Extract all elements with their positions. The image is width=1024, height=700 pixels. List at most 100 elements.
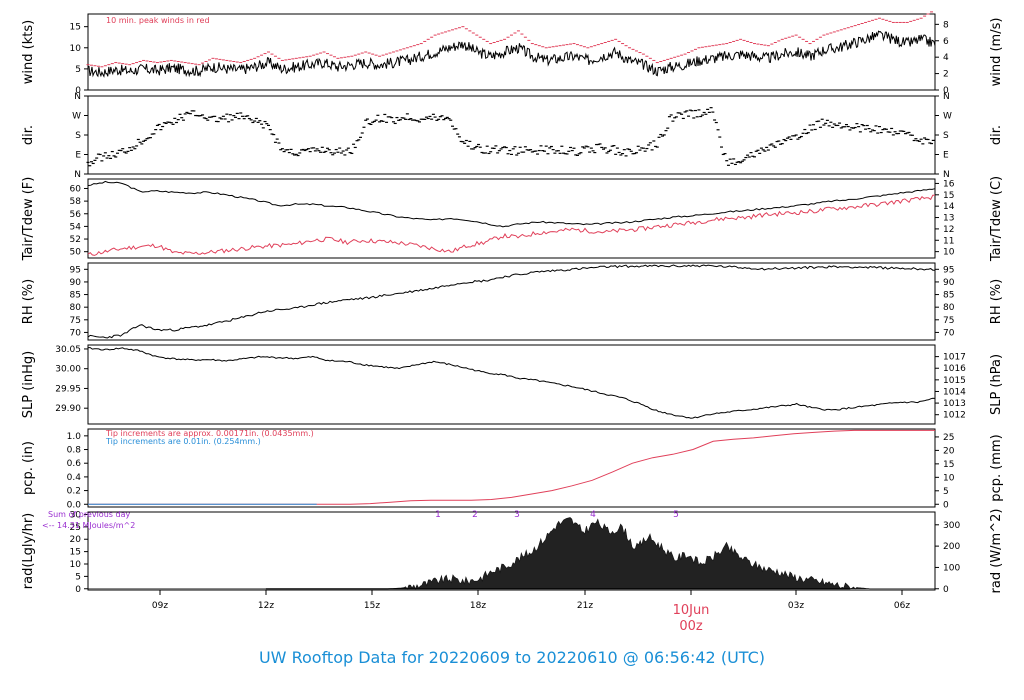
right-tick-label: 85 xyxy=(943,291,954,301)
right-tick-label: 1014 xyxy=(943,387,966,397)
x-tick-label: 06z xyxy=(894,601,910,611)
y-axis-label-left: rad(Lgly/hr) xyxy=(21,513,36,589)
y-axis-label-left: wind (kts) xyxy=(21,20,36,84)
right-tick-label: S xyxy=(943,131,949,141)
slp-line xyxy=(88,347,936,419)
left-tick-label: 1.0 xyxy=(67,432,82,442)
left-tick-label: 0.0 xyxy=(67,500,82,510)
right-tick-label: 1015 xyxy=(943,376,966,386)
right-tick-label: 5 xyxy=(943,487,949,497)
right-tick-label: 70 xyxy=(943,328,955,338)
right-tick-label: 14 xyxy=(943,202,955,212)
left-tick-label: 5 xyxy=(75,572,81,582)
left-tick-label: 30 xyxy=(70,510,82,520)
wind-line xyxy=(87,30,936,78)
right-tick-label: 8 xyxy=(943,20,949,30)
right-tick-label: 12 xyxy=(943,225,954,235)
panel-frame xyxy=(87,178,936,259)
left-tick-label: 60 xyxy=(70,184,82,194)
left-tick-label: 0.4 xyxy=(67,473,82,483)
y-axis-label-right: pcp. (mm) xyxy=(989,434,1004,501)
left-tick-label: 30.00 xyxy=(55,365,81,375)
left-tick-label: 0.6 xyxy=(67,459,82,469)
right-tick-label: 200 xyxy=(943,542,960,552)
y-axis-label-left: SLP (inHg) xyxy=(21,351,36,419)
left-tick-label: 15 xyxy=(70,23,81,33)
rad-peak-marker: 3 xyxy=(514,510,520,520)
wind-annotation: 10 min. peak winds in red xyxy=(106,16,210,25)
left-tick-label: 20 xyxy=(70,535,82,545)
x-day-sublabel: 00z xyxy=(679,619,703,634)
tair-line xyxy=(87,180,936,228)
right-tick-label: 0 xyxy=(943,500,949,510)
left-tick-label: S xyxy=(75,131,81,141)
right-tick-label: 95 xyxy=(943,265,954,275)
left-tick-label: 54 xyxy=(70,222,82,232)
x-tick-label: 21z xyxy=(577,601,593,611)
y-axis-label-left: pcp. (in) xyxy=(21,441,36,495)
left-tick-label: 85 xyxy=(70,291,81,301)
right-tick-label: 75 xyxy=(943,316,954,326)
y-axis-label-left: dir. xyxy=(21,125,36,145)
left-tick-label: 52 xyxy=(70,235,81,245)
right-tick-label: 4 xyxy=(943,53,949,63)
panel-frame xyxy=(87,428,936,508)
panel-frame xyxy=(87,262,936,341)
right-tick-label: 15 xyxy=(943,191,954,201)
right-tick-label: 10 xyxy=(943,248,955,258)
footer-title: UW Rooftop Data for 20220609 to 20220610… xyxy=(258,648,766,667)
left-tick-label: 15 xyxy=(70,548,81,558)
right-tick-label: 0 xyxy=(943,86,949,96)
left-tick-label: 25 xyxy=(70,523,81,533)
left-tick-label: 0 xyxy=(75,86,81,96)
left-tick-label: 10 xyxy=(70,560,82,570)
left-tick-label: 50 xyxy=(70,248,82,258)
rad-peak-marker: 4 xyxy=(590,510,596,520)
panel-frame xyxy=(87,511,936,591)
y-axis-label-right: rad (W/m^2) xyxy=(989,509,1004,594)
right-tick-label: 10 xyxy=(943,473,955,483)
left-tick-label: 75 xyxy=(70,316,81,326)
pcp-annotation-red: Tip increments are approx. 0.00171in. (0… xyxy=(105,429,314,438)
right-tick-label: N xyxy=(943,170,950,180)
right-tick-label: 11 xyxy=(943,236,954,246)
y-axis-label-right: dir. xyxy=(989,125,1004,145)
pcp-annotation-blue: Tip increments are 0.01in. (0.254mm.) xyxy=(105,437,261,446)
left-tick-label: 0.8 xyxy=(67,446,82,456)
left-tick-label: 29.90 xyxy=(55,404,81,414)
right-tick-label: 1016 xyxy=(943,364,966,374)
x-tick-label: 09z xyxy=(152,601,168,611)
x-tick-label: 12z xyxy=(258,601,274,611)
panel-frame xyxy=(87,344,936,425)
left-tick-label: 70 xyxy=(70,328,82,338)
y-axis-label-left: RH (%) xyxy=(21,279,36,324)
right-tick-label: 15 xyxy=(943,460,954,470)
rad-area xyxy=(87,517,936,590)
right-tick-label: 100 xyxy=(943,563,960,573)
x-tick-label: 15z xyxy=(364,601,380,611)
left-tick-label: 56 xyxy=(70,210,82,220)
left-tick-label: 0 xyxy=(75,585,81,595)
right-tick-label: 80 xyxy=(943,303,955,313)
left-tick-label: E xyxy=(75,151,81,161)
left-tick-label: 29.95 xyxy=(55,384,81,394)
x-day-label: 10Jun xyxy=(673,603,710,618)
left-tick-label: 58 xyxy=(70,197,82,207)
y-axis-label-right: wind (m/s) xyxy=(989,18,1004,87)
left-tick-label: N xyxy=(74,170,81,180)
left-tick-label: W xyxy=(72,112,81,122)
right-tick-label: 2 xyxy=(943,70,949,80)
y-axis-label-left: Tair/Tdew (F) xyxy=(21,177,36,262)
right-tick-label: 1013 xyxy=(943,399,966,409)
right-tick-label: W xyxy=(943,112,952,122)
rh-line xyxy=(87,264,936,339)
right-tick-label: E xyxy=(943,151,949,161)
right-tick-label: 13 xyxy=(943,214,954,224)
y-axis-label-right: Tair/Tdew (C) xyxy=(989,176,1004,262)
tdew-line xyxy=(87,194,936,256)
rad-peak-marker: 1 xyxy=(435,510,441,520)
right-tick-label: 16 xyxy=(943,179,955,189)
right-tick-label: 90 xyxy=(943,278,955,288)
left-tick-label: 95 xyxy=(70,265,81,275)
